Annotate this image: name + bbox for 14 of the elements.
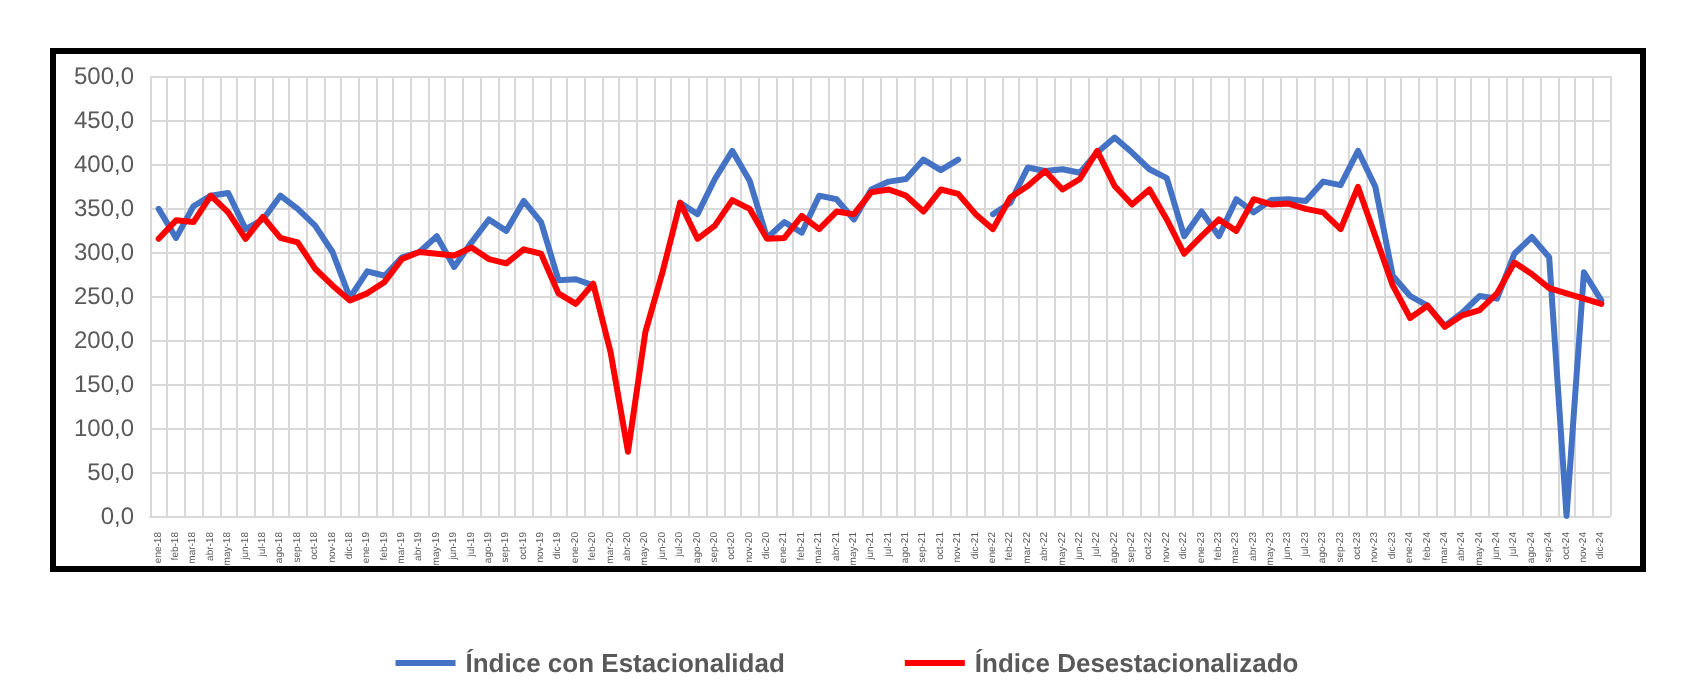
y-tick-label: 150,0: [73, 370, 135, 398]
y-tick-label: 500,0: [73, 62, 135, 90]
y-tick-label: 100,0: [73, 414, 135, 442]
y-tick-label: 50,0: [87, 458, 135, 486]
y-tick-label: 450,0: [73, 106, 135, 134]
y-tick-label: 0,0: [100, 502, 135, 530]
y-tick-label: 200,0: [73, 326, 135, 354]
y-tick-label: 250,0: [73, 282, 135, 310]
y-tick-label: 350,0: [73, 194, 135, 222]
y-tick-label: 300,0: [73, 238, 135, 266]
legend-label: Índice Desestacionalizado: [974, 648, 1299, 678]
y-tick-label: 400,0: [73, 150, 135, 178]
legend-label: Índice con Estacionalidad: [465, 648, 785, 678]
line-series: [155, 147, 1605, 455]
